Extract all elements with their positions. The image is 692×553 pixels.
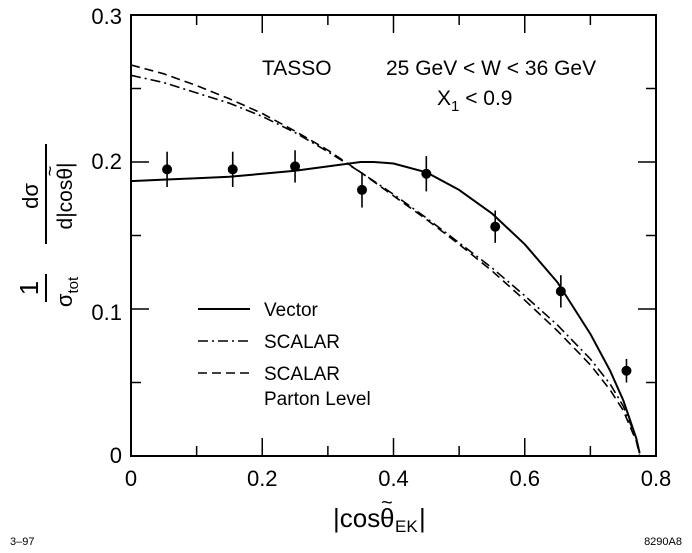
svg-text:|: |: [419, 503, 426, 533]
data-point: [621, 366, 631, 376]
x-axis-label: |cos θ ~ EK |: [333, 492, 426, 536]
y-tick-label: 0: [110, 443, 122, 468]
x-tick-label: 0: [125, 466, 137, 491]
data-points: [162, 150, 631, 382]
y-axis-label: 1 σtot dσ d|cosθ| ~: [14, 144, 82, 307]
svg-text:~: ~: [381, 492, 393, 514]
legend: Vector SCALAR SCALAR Parton Level: [198, 300, 371, 410]
x-tick-label: 0.8: [641, 466, 672, 491]
y-tick-labels: 0 0.1 0.2 0.3: [91, 4, 122, 468]
svg-text:σtot: σtot: [52, 276, 82, 307]
svg-text:dσ: dσ: [18, 183, 43, 209]
experiment-label: TASSO: [262, 57, 332, 80]
x-tick-labels: 0 0.2 0.4 0.6 0.8: [125, 466, 671, 491]
legend-label-parton-level: Parton Level: [264, 389, 371, 410]
data-point: [162, 164, 172, 174]
data-point: [421, 169, 431, 179]
y-tick-label: 0.3: [91, 4, 122, 29]
cut-label: X1 < 0.9: [437, 87, 513, 115]
curve-solid: [131, 162, 640, 453]
data-point: [290, 161, 300, 171]
y-tick-label: 0.1: [91, 300, 122, 325]
legend-label-scalar: SCALAR: [264, 332, 340, 353]
footer-left-code: 3–97: [10, 536, 34, 548]
x-tick-label: 0.4: [378, 466, 409, 491]
svg-text:1: 1: [14, 281, 44, 295]
energy-range-label: 25 GeV < W < 36 GeV: [386, 57, 596, 80]
x-tick-label: 0.6: [509, 466, 540, 491]
axis-ticks: [131, 15, 656, 456]
chart: 0 0.2 0.4 0.6 0.8 0 0.1 0.2 0.3 1 σtot d…: [0, 0, 692, 553]
svg-text:|cos: |cos: [333, 503, 380, 533]
x-tick-label: 0.2: [247, 466, 278, 491]
plot-frame: [131, 15, 656, 456]
svg-text:~: ~: [40, 166, 60, 177]
footer-right-code: 8290A8: [644, 536, 682, 548]
data-point: [357, 185, 367, 195]
svg-text:EK: EK: [395, 517, 418, 536]
model-curves: [131, 65, 640, 455]
data-point: [556, 286, 566, 296]
y-tick-label: 0.2: [91, 149, 122, 174]
legend-label-scalar-parton: SCALAR: [264, 364, 340, 385]
legend-label-vector: Vector: [264, 300, 319, 321]
curve-dashdot: [131, 75, 640, 453]
data-point: [490, 222, 500, 232]
curve-dashed: [131, 65, 640, 455]
data-point: [228, 164, 238, 174]
